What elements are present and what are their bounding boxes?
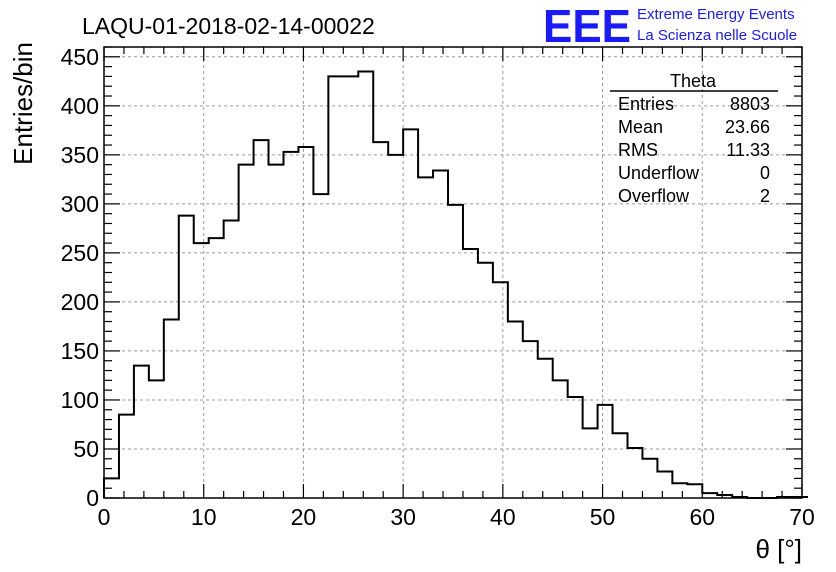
histogram-bin: [149, 380, 164, 498]
y-tick-label: 350: [61, 142, 99, 168]
x-tick-label: 60: [689, 504, 715, 530]
histogram-bin: [642, 459, 657, 498]
histogram-bin: [687, 484, 702, 498]
x-tick-label: 20: [291, 504, 317, 530]
histogram-bin: [478, 263, 493, 498]
histogram-bin: [119, 415, 134, 498]
histogram-bin: [613, 433, 628, 498]
histogram-bin: [209, 238, 224, 498]
stats-row-label: RMS: [618, 140, 658, 160]
histogram-bin: [568, 397, 583, 498]
histogram-bin: [373, 142, 388, 498]
stats-row-label: Mean: [618, 117, 663, 137]
histogram-bin: [672, 483, 687, 498]
histogram-outline: [103, 70, 808, 499]
histogram-bin: [388, 155, 403, 498]
histogram-bin: [328, 76, 343, 498]
histogram-bin: [343, 76, 358, 498]
histogram-bin: [134, 366, 149, 498]
histogram-bin: [164, 320, 179, 498]
plot-frame: [103, 46, 803, 499]
histogram-bin: [179, 216, 194, 498]
eee-logo-line2: La Scienza nelle Scuole: [637, 27, 797, 44]
y-axis-title: Entries/bin: [8, 42, 38, 165]
histogram-bin: [239, 165, 254, 498]
histogram-bin: [508, 322, 523, 498]
y-tick-label: 150: [61, 338, 99, 364]
histogram-bin: [313, 194, 328, 498]
histogram-bin: [598, 405, 613, 498]
y-tick-label: 400: [61, 93, 99, 119]
stats-row-label: Entries: [618, 94, 674, 114]
stats-row-label: Overflow: [618, 186, 690, 206]
histogram-bin: [194, 243, 209, 498]
y-tick-label: 100: [61, 387, 99, 413]
stats-box: Theta Entries 8803 Mean 23.66 RMS 11.33 Underf…: [610, 71, 778, 206]
eee-logo-line1: Extreme Energy Events: [637, 6, 795, 23]
x-tick-label: 40: [490, 504, 516, 530]
stats-row-value: 8803: [730, 94, 770, 114]
stats-row-value: 23.66: [725, 117, 770, 137]
x-axis-title: θ [°]: [755, 534, 802, 564]
x-tick-label: 70: [789, 504, 815, 530]
histogram-bin: [538, 359, 553, 498]
histogram-bin: [403, 129, 418, 498]
histogram-bin: [298, 147, 313, 498]
stats-row-value: 0: [760, 163, 770, 183]
histogram-bin: [628, 448, 643, 498]
eee-logo-mark: EEE: [543, 0, 631, 52]
stats-box-rows: Entries 8803 Mean 23.66 RMS 11.33 Underflow 0 Ov…: [618, 94, 770, 206]
y-tick-label: 250: [61, 240, 99, 266]
x-tick-label: 0: [98, 504, 111, 530]
histogram-bin: [553, 380, 568, 498]
stats-row-label: Underflow: [618, 163, 700, 183]
histogram-bin: [418, 177, 433, 498]
grid-lines: [104, 47, 802, 498]
y-tick-label: 0: [86, 485, 99, 511]
y-axis-tick-labels: 0 50 100 150 200 250 300 350 400 450: [61, 44, 99, 511]
histogram-bin: [493, 282, 508, 498]
x-axis-tick-labels: 0 10 20 30 40 50 60 70: [98, 504, 815, 530]
histogram-bin: [463, 249, 478, 498]
histogram-bin: [657, 472, 672, 498]
histogram-bin: [583, 428, 598, 498]
histogram-bin: [358, 72, 373, 498]
stats-row-value: 2: [760, 186, 770, 206]
histogram-bin: [224, 221, 239, 498]
histogram-bin: [523, 341, 538, 498]
x-tick-label: 10: [191, 504, 217, 530]
stats-row-value: 11.33: [726, 140, 770, 160]
axis-ticks: [103, 46, 803, 499]
histogram-bins: [104, 72, 807, 498]
y-tick-label: 200: [61, 289, 99, 315]
y-tick-label: 450: [61, 44, 99, 70]
x-tick-label: 50: [590, 504, 616, 530]
histogram-bin: [269, 165, 284, 498]
x-tick-label: 30: [390, 504, 416, 530]
histogram-bin: [254, 140, 269, 498]
y-tick-label: 300: [61, 191, 99, 217]
stats-box-title: Theta: [670, 71, 717, 91]
y-tick-label: 50: [73, 436, 99, 462]
eee-logo: EEE Extreme Energy Events La Scienza nel…: [543, 0, 797, 52]
plot-title: LAQU-01-2018-02-14-00022: [82, 13, 375, 39]
